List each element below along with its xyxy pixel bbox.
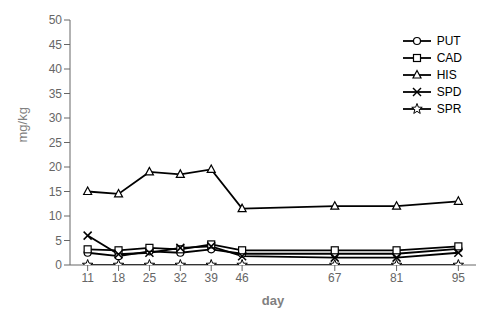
svg-text:18: 18 — [112, 271, 126, 285]
svg-text:45: 45 — [49, 38, 63, 52]
svg-text:0: 0 — [55, 258, 62, 272]
html-text:PUT: PUT — [436, 33, 461, 48]
html-text:SPD: SPD — [436, 84, 462, 99]
svg-text:30: 30 — [49, 111, 63, 125]
svg-text:32: 32 — [174, 271, 188, 285]
svg-text:39: 39 — [205, 271, 219, 285]
svg-text:35: 35 — [49, 87, 63, 101]
svg-text:20: 20 — [49, 160, 63, 174]
svg-text:50: 50 — [49, 13, 63, 27]
svg-text:25: 25 — [143, 271, 157, 285]
svg-text:95: 95 — [452, 271, 466, 285]
html-text:SPR: SPR — [436, 101, 462, 116]
svg-text:mg/kg: mg/kg — [15, 107, 30, 142]
svg-text:81: 81 — [390, 271, 404, 285]
svg-text:5: 5 — [55, 234, 62, 248]
html-text:HIS: HIS — [436, 67, 457, 82]
svg-text:11: 11 — [81, 271, 94, 285]
html-text:CAD: CAD — [436, 50, 462, 65]
svg-text:15: 15 — [49, 185, 63, 199]
svg-text:40: 40 — [49, 62, 63, 76]
svg-text:46: 46 — [235, 271, 249, 285]
svg-text:10: 10 — [49, 209, 63, 223]
svg-text:25: 25 — [49, 136, 63, 150]
svg-text:day: day — [262, 293, 285, 308]
svg-text:67: 67 — [328, 271, 342, 285]
